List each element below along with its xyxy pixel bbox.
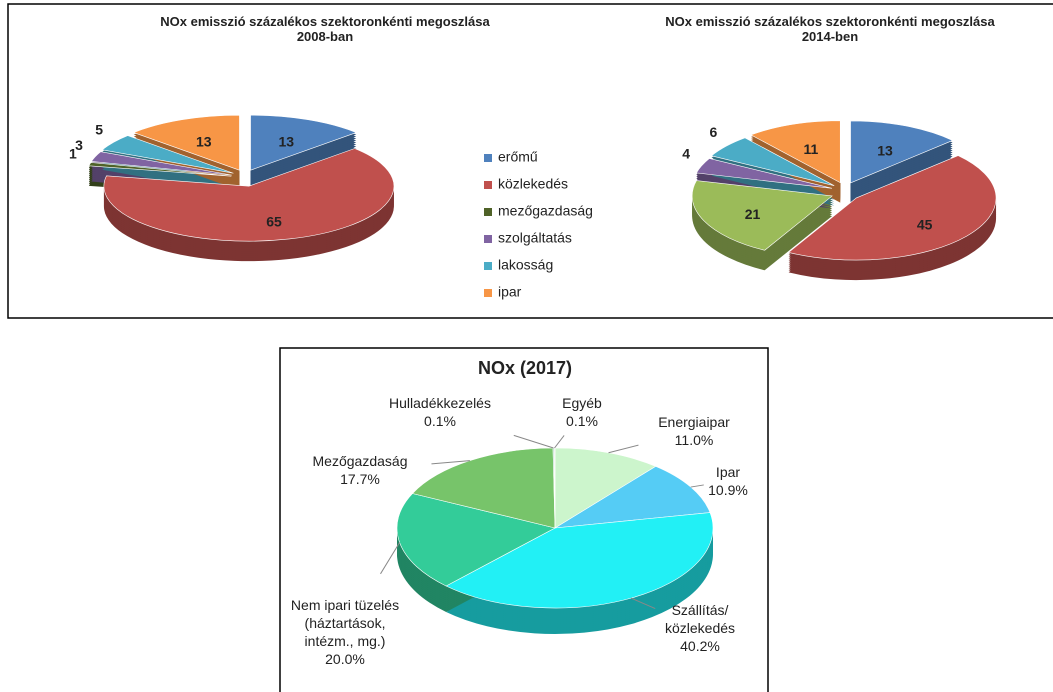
slice — [411, 447, 556, 529]
slice — [554, 466, 711, 529]
legend-swatch — [484, 208, 492, 216]
data-label: 13 — [877, 142, 893, 158]
slice: lakosság — [710, 137, 835, 186]
data-label: 1 — [69, 145, 77, 161]
bottom-frame — [279, 347, 769, 692]
value-label: 20.0% — [325, 651, 365, 667]
leader-line — [630, 597, 656, 610]
legend-swatch — [484, 181, 492, 189]
legend-swatch — [484, 289, 492, 297]
chart-title: NOx (2017) — [477, 358, 573, 378]
legend-swatch — [484, 262, 492, 270]
slice: erőmű — [850, 120, 954, 184]
category-label: Szállítás/ közlekedés — [664, 602, 736, 636]
data-label: 13 — [278, 134, 294, 150]
data-label: Ipar 10.9% — [708, 463, 748, 499]
data-label: 11 — [803, 141, 818, 157]
slice — [396, 493, 556, 587]
legend-label: mezőgazdaság — [498, 203, 593, 219]
leader-line — [554, 435, 565, 449]
data-label: 21 — [745, 206, 761, 222]
leader-line — [513, 434, 554, 449]
category-label: Nem ipari tüzelés (háztartások, intézm.,… — [290, 597, 400, 649]
leader-line — [608, 444, 639, 454]
slice: közlekedés — [103, 148, 395, 242]
value-label: 0.1% — [424, 413, 456, 429]
legend-swatch — [484, 235, 492, 243]
data-label: Szállítás/ közlekedés 40.2% — [665, 601, 735, 655]
slice — [554, 447, 657, 529]
slice: ipar — [132, 114, 240, 171]
slice: mezőgazdaság — [691, 180, 833, 251]
chart-title: NOx emisszió százalékos szektoronkénti m… — [160, 14, 490, 44]
data-label: Energiaipar 11.0% — [658, 413, 730, 449]
legend-label: közlekedés — [498, 176, 568, 192]
data-label: Mezőgazdaság 17.7% — [313, 452, 408, 488]
value-label: 11.0% — [674, 432, 714, 448]
slice: lakosság — [101, 135, 234, 174]
legend-swatch — [484, 154, 492, 162]
data-label: Egyéb 0.1% — [562, 394, 602, 430]
slice: erőmű — [250, 114, 358, 171]
value-label: 10.9% — [708, 482, 748, 498]
value-label: 40.2% — [680, 638, 720, 654]
slice: szolgáltatás — [695, 158, 833, 189]
legend-label: ipar — [498, 284, 522, 300]
slice — [445, 512, 714, 609]
category-label: Ipar — [715, 464, 741, 480]
category-label: Egyéb — [562, 395, 602, 411]
data-label: Hulladékkezelés 0.1% — [389, 394, 491, 430]
legend-label: szolgáltatás — [498, 230, 572, 246]
data-label: 3 — [75, 137, 83, 153]
value-label: 0.1% — [566, 413, 598, 429]
data-label: 5 — [95, 121, 103, 137]
data-label: 6 — [709, 124, 717, 140]
data-label: 45 — [917, 216, 933, 232]
data-label: 65 — [266, 214, 282, 230]
legend-label: erőmű — [498, 149, 538, 165]
category-label: Mezőgazdaság — [312, 453, 408, 469]
leader-line — [431, 460, 470, 465]
top-frame — [7, 3, 1053, 319]
slice: ipar — [750, 120, 841, 184]
category-label: Energiaipar — [658, 414, 730, 430]
slice: mezőgazdaság — [88, 162, 232, 177]
data-label: 4 — [682, 145, 690, 161]
chart-title: NOx emisszió százalékos szektoronkénti m… — [665, 14, 995, 44]
category-label: Hulladékkezelés — [389, 395, 491, 411]
value-label: 17.7% — [340, 471, 380, 487]
leader-line — [380, 542, 401, 575]
slice: szolgáltatás — [90, 151, 232, 176]
leader-line — [690, 484, 704, 488]
slice: közlekedés — [787, 155, 997, 261]
data-label: Nem ipari tüzelés (háztartások, intézm.,… — [291, 596, 399, 668]
data-label: 13 — [196, 134, 212, 150]
legend-label: lakosság — [498, 257, 553, 273]
